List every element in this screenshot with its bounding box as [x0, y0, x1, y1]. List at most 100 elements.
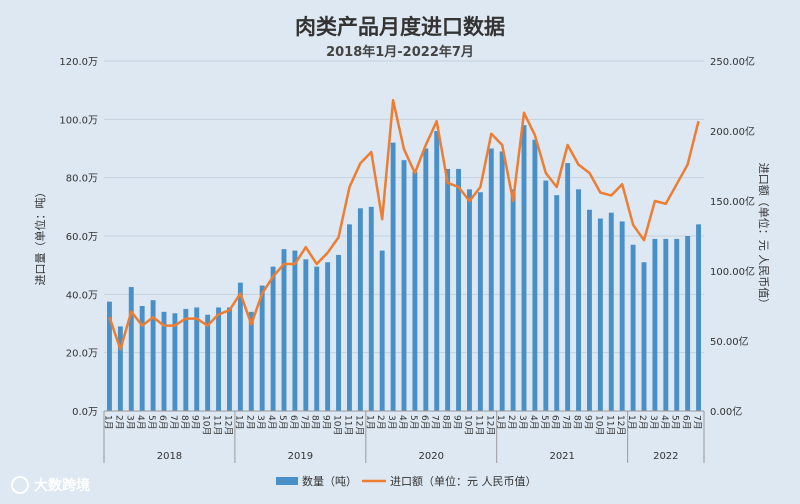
bar	[390, 142, 396, 411]
legend: 数量（吨） 进口额（单位：元 人民币值）	[276, 474, 537, 488]
bar	[270, 266, 276, 411]
bar	[117, 326, 123, 411]
bar	[379, 250, 385, 411]
chart-subtitle: 2018年1月-2022年7月	[326, 44, 474, 60]
month-tick-label: 12月	[222, 415, 233, 435]
month-tick-label: 6月	[288, 415, 299, 430]
bar	[357, 208, 363, 411]
line-series	[108, 98, 700, 351]
bar	[467, 189, 472, 411]
bar	[445, 168, 451, 411]
month-tick-label: 6月	[681, 415, 692, 430]
month-tick-label: 1月	[364, 415, 375, 430]
bar-series	[107, 125, 701, 412]
month-tick-label: 2月	[113, 415, 124, 430]
month-tick-label: 6月	[419, 415, 430, 430]
bar	[663, 238, 669, 411]
year-label: 2018	[157, 451, 182, 462]
watermark-logo-icon	[11, 476, 29, 494]
bar	[434, 131, 440, 411]
bar	[499, 151, 505, 411]
year-label: 2019	[288, 451, 313, 462]
month-tick-label: 4月	[528, 415, 539, 430]
month-tick-label: 5月	[277, 415, 288, 430]
month-tick-label: 5月	[408, 415, 419, 430]
month-tick-label: 2月	[244, 415, 255, 430]
bar	[248, 311, 254, 411]
month-tick-label: 11月	[604, 415, 615, 435]
month-tick-label: 4月	[266, 415, 277, 430]
month-tick-label: 9月	[190, 415, 201, 430]
bar	[183, 308, 189, 411]
month-tick-label: 9月	[321, 415, 332, 430]
month-tick-label: 2月	[637, 415, 648, 430]
bar	[347, 224, 352, 411]
month-tick-label: 8月	[572, 415, 583, 430]
month-tick-label: 1月	[495, 415, 506, 430]
month-tick-label: 6月	[550, 415, 561, 430]
x-axis: 1月 2月 3月 4月 5月 6月 7月 8月 9月 10月 11月 12月 1月 2月 3月 4月 5月 6月 7…	[102, 410, 705, 463]
month-tick-label: 2月	[506, 415, 517, 430]
bar	[292, 250, 298, 411]
month-tick-label: 1月	[233, 415, 244, 430]
watermark: 大数跨境	[11, 476, 90, 494]
left-tick-label: 0.0万	[72, 407, 98, 418]
bar	[641, 262, 647, 411]
right-tick-label: 50.00亿	[710, 335, 749, 348]
bar	[205, 314, 211, 411]
bar	[237, 282, 243, 411]
bar	[630, 244, 636, 411]
month-tick-label: 9月	[582, 415, 593, 430]
month-tick-label: 1月	[102, 415, 113, 430]
month-tick-label: 12月	[615, 415, 626, 435]
bar	[281, 249, 287, 411]
chart-title: 肉类产品月度进口数据	[295, 15, 505, 39]
month-tick-label: 4月	[397, 415, 408, 430]
month-tick-label: 10月	[332, 415, 343, 435]
month-tick-label: 5月	[539, 415, 550, 430]
bar	[161, 311, 167, 411]
month-tick-label: 12月	[484, 415, 495, 435]
bar	[412, 171, 418, 411]
bar	[554, 195, 560, 411]
month-tick-label: 10月	[201, 415, 212, 435]
bar	[652, 238, 658, 411]
month-tick-label: 8月	[310, 415, 321, 430]
bar	[336, 254, 341, 411]
right-tick-label: 100.00亿	[710, 265, 755, 278]
month-tick-label: 3月	[255, 415, 266, 430]
bar	[619, 221, 625, 411]
month-tick-label: 4月	[135, 415, 146, 430]
bar	[423, 148, 429, 411]
legend-bar-swatch	[276, 477, 298, 485]
legend-bar-label: 数量（吨）	[302, 475, 357, 488]
bar	[368, 206, 374, 411]
bar	[696, 224, 701, 411]
left-tick-label: 40.0万	[66, 290, 98, 301]
month-tick-label: 4月	[659, 415, 670, 430]
month-tick-label: 6月	[157, 415, 168, 430]
left-tick-label: 120.0万	[59, 57, 98, 68]
bar	[227, 307, 232, 411]
month-tick-label: 11月	[212, 415, 223, 435]
left-tick-label: 80.0万	[66, 174, 98, 185]
month-tick-label: 5月	[670, 415, 681, 430]
bar	[576, 189, 581, 411]
month-tick-label: 2月	[375, 415, 386, 430]
right-axis: 0.00亿 50.00亿 100.00亿 150.00亿 200.00亿 250.00亿	[710, 55, 755, 418]
month-tick-label: 3月	[386, 415, 397, 430]
month-tick-label: 11月	[473, 415, 484, 435]
bar	[194, 307, 200, 411]
series-line	[108, 98, 700, 351]
month-tick-label: 3月	[517, 415, 528, 430]
watermark-text: 大数跨境	[34, 477, 90, 494]
month-tick-label: 3月	[648, 415, 659, 430]
bar	[521, 125, 527, 412]
right-tick-label: 0.00亿	[710, 405, 742, 418]
bar	[401, 160, 407, 411]
bar	[259, 285, 265, 411]
right-tick-label: 250.00亿	[710, 55, 755, 68]
month-tick-label: 12月	[353, 415, 364, 435]
year-label: 2022	[653, 451, 678, 462]
